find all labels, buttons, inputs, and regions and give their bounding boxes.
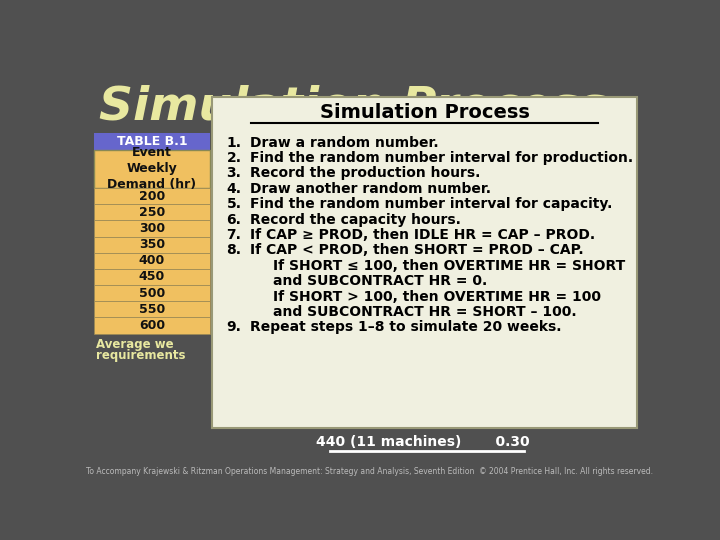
Text: Simulation Process: Simulation Process — [99, 85, 607, 130]
Text: Repeat steps 1–8 to simulate 20 weeks.: Repeat steps 1–8 to simulate 20 weeks. — [250, 320, 561, 334]
Text: 300: 300 — [139, 222, 165, 235]
Text: If CAP < PROD, then SHORT = PROD – CAP.: If CAP < PROD, then SHORT = PROD – CAP. — [250, 244, 583, 258]
Text: TABLE B.1: TABLE B.1 — [117, 134, 187, 147]
FancyBboxPatch shape — [94, 188, 210, 204]
Text: 1.: 1. — [226, 136, 241, 150]
Text: 2.: 2. — [226, 151, 241, 165]
Text: 500: 500 — [139, 287, 165, 300]
Text: 9.: 9. — [226, 320, 241, 334]
Text: If SHORT > 100, then OVERTIME HR = 100: If SHORT > 100, then OVERTIME HR = 100 — [273, 289, 601, 303]
Text: 440 (11 machines)       0.30: 440 (11 machines) 0.30 — [316, 435, 530, 449]
FancyBboxPatch shape — [94, 220, 210, 237]
Text: Record the production hours.: Record the production hours. — [250, 166, 480, 180]
FancyBboxPatch shape — [94, 285, 210, 301]
Text: Find the random number interval for production.: Find the random number interval for prod… — [250, 151, 633, 165]
Text: Record the capacity hours.: Record the capacity hours. — [250, 213, 461, 227]
Text: Draw another random number.: Draw another random number. — [250, 182, 490, 196]
FancyBboxPatch shape — [94, 204, 210, 220]
FancyBboxPatch shape — [94, 318, 210, 334]
Text: 200: 200 — [139, 190, 165, 202]
Text: requirements: requirements — [96, 349, 186, 362]
Text: 8.: 8. — [226, 244, 241, 258]
Text: 450: 450 — [139, 271, 165, 284]
FancyBboxPatch shape — [212, 97, 637, 428]
Text: Simulation Process: Simulation Process — [320, 103, 530, 122]
FancyBboxPatch shape — [94, 269, 210, 285]
FancyBboxPatch shape — [94, 253, 210, 269]
Text: 250: 250 — [139, 206, 165, 219]
Text: To Accompany Krajewski & Ritzman Operations Management: Strategy and Analysis, S: To Accompany Krajewski & Ritzman Operati… — [86, 467, 652, 476]
Text: 6.: 6. — [226, 213, 241, 227]
Text: If SHORT ≤ 100, then OVERTIME HR = SHORT: If SHORT ≤ 100, then OVERTIME HR = SHORT — [273, 259, 625, 273]
Text: Average we: Average we — [96, 338, 174, 351]
Text: 5.: 5. — [226, 197, 241, 211]
FancyBboxPatch shape — [94, 150, 210, 188]
Text: 550: 550 — [139, 303, 165, 316]
Text: 4.: 4. — [226, 182, 241, 196]
FancyBboxPatch shape — [94, 237, 210, 253]
Text: 400: 400 — [139, 254, 165, 267]
Text: If CAP ≥ PROD, then IDLE HR = CAP – PROD.: If CAP ≥ PROD, then IDLE HR = CAP – PROD… — [250, 228, 595, 242]
FancyBboxPatch shape — [94, 132, 210, 150]
Text: and SUBCONTRACT HR = 0.: and SUBCONTRACT HR = 0. — [273, 274, 487, 288]
Text: Event
Weekly
Demand (hr): Event Weekly Demand (hr) — [107, 146, 197, 191]
Text: 350: 350 — [139, 238, 165, 251]
Text: Find the random number interval for capacity.: Find the random number interval for capa… — [250, 197, 612, 211]
Text: 7.: 7. — [226, 228, 241, 242]
Text: Draw a random number.: Draw a random number. — [250, 136, 438, 150]
FancyBboxPatch shape — [94, 301, 210, 318]
Text: 600: 600 — [139, 319, 165, 332]
Text: 3.: 3. — [226, 166, 241, 180]
Text: and SUBCONTRACT HR = SHORT – 100.: and SUBCONTRACT HR = SHORT – 100. — [273, 305, 577, 319]
